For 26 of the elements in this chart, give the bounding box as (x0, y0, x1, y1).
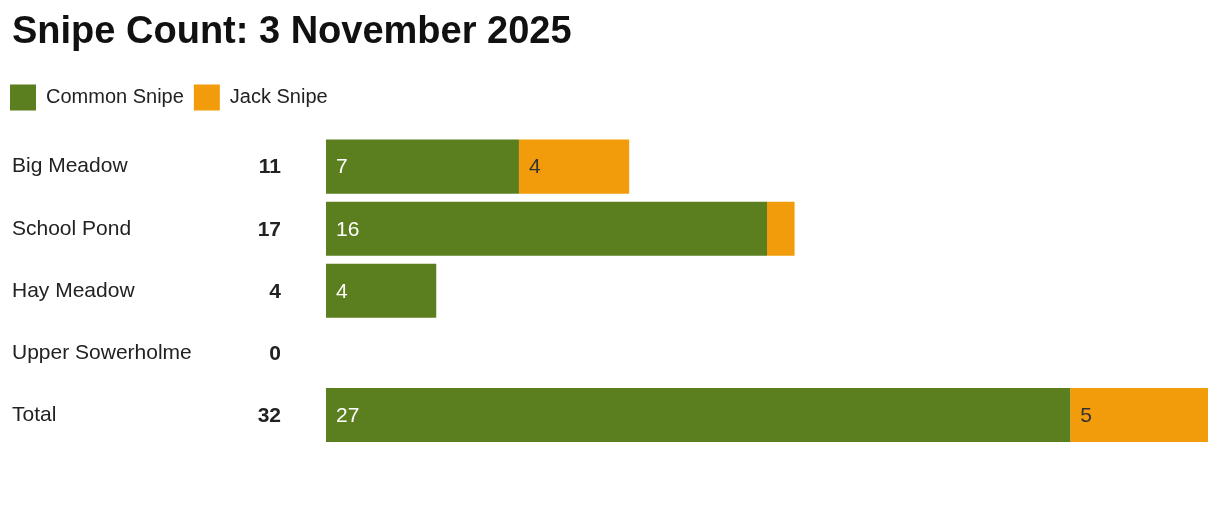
total-label: 0 (269, 340, 281, 364)
bar (326, 201, 767, 256)
legend-label: Jack Snipe (229, 85, 328, 108)
total-label: 4 (269, 278, 282, 302)
data-label: 4 (336, 278, 348, 302)
data-label: 7 (336, 154, 348, 178)
total-label: 17 (257, 216, 281, 240)
data-label: 27 (336, 402, 360, 426)
bar (518, 139, 630, 194)
bar (326, 387, 1071, 442)
chart-title: Snipe Count: 3 November 2025 (12, 9, 572, 52)
data-label: 16 (336, 216, 360, 240)
data-label: 4 (528, 154, 541, 178)
bar (767, 201, 795, 256)
bar (326, 139, 519, 194)
bar (1070, 387, 1208, 442)
data-label: 5 (1080, 402, 1092, 426)
total-label: 32 (257, 402, 281, 426)
bar (326, 263, 437, 318)
legend-label: Common Snipe (46, 85, 184, 108)
total-label: 11 (258, 154, 282, 178)
y-tick-label: Big Meadow (12, 153, 129, 177)
y-tick-label: School Pond (12, 215, 132, 239)
y-tick-label: Total (12, 401, 57, 425)
y-tick-label: Hay Meadow (12, 277, 136, 301)
y-tick-label: Upper Sowerholme (12, 339, 192, 363)
